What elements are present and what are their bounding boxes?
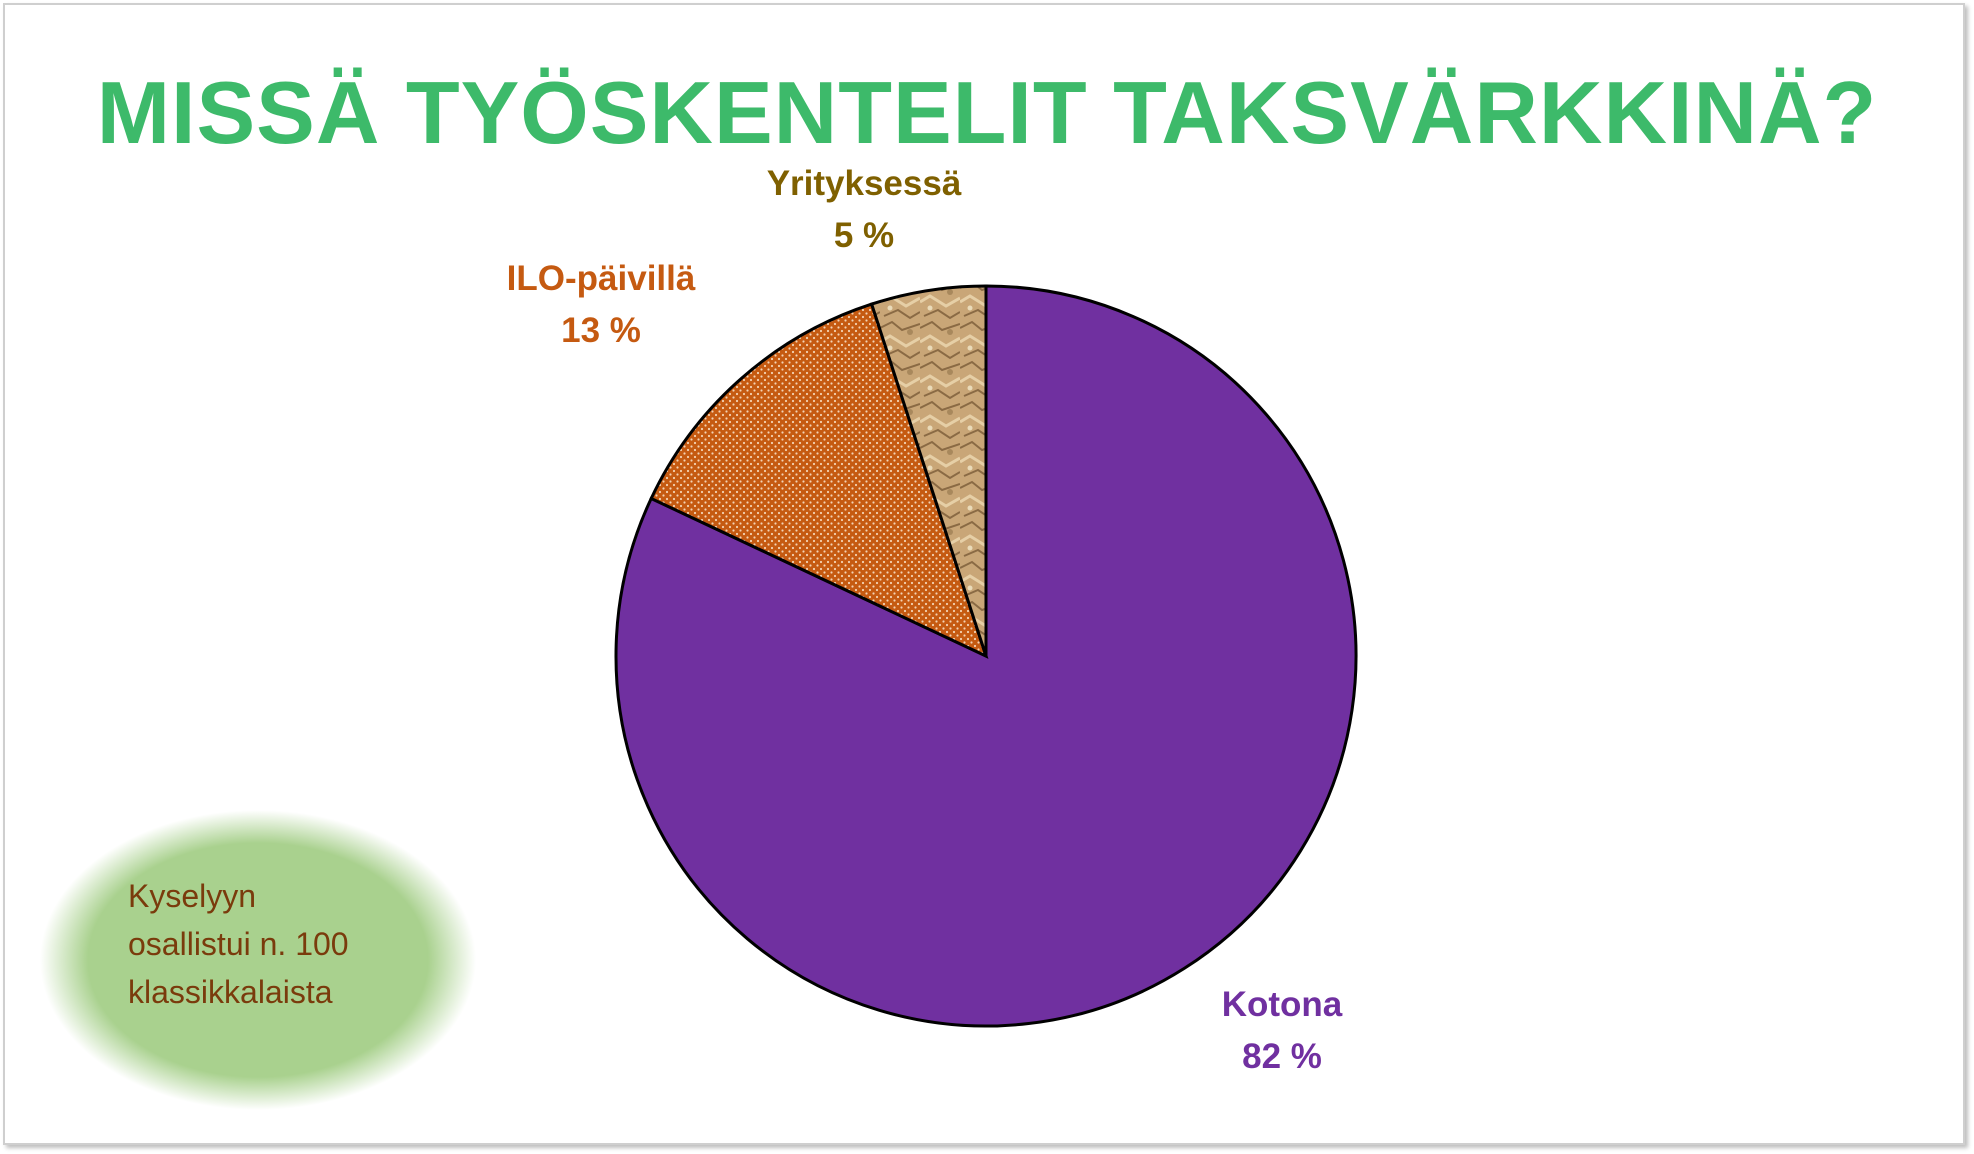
note-line: Kyselyyn xyxy=(128,878,257,914)
slice-value-label: 5 % xyxy=(834,216,894,255)
note-text: Kyselyyn osallistui n. 100 klassikkalais… xyxy=(128,872,428,1016)
slice-value-label: 82 % xyxy=(1242,1037,1322,1076)
note-line: osallistui n. 100 xyxy=(128,926,349,962)
pie-slice-2 xyxy=(649,302,989,659)
slice-label: ILO-päivillä xyxy=(507,259,696,298)
pie-slice-3 xyxy=(869,284,988,657)
slice-label: Kotona xyxy=(1222,985,1343,1024)
note-line: klassikkalaista xyxy=(128,974,333,1010)
chart-title: MISSÄ TYÖSKENTELIT TAKSVÄRKKINÄ? xyxy=(96,63,1878,162)
slice-label: Yrityksessä xyxy=(767,164,962,203)
pie-slice-1 xyxy=(614,284,1358,1028)
slice-value-label: 13 % xyxy=(561,311,641,350)
